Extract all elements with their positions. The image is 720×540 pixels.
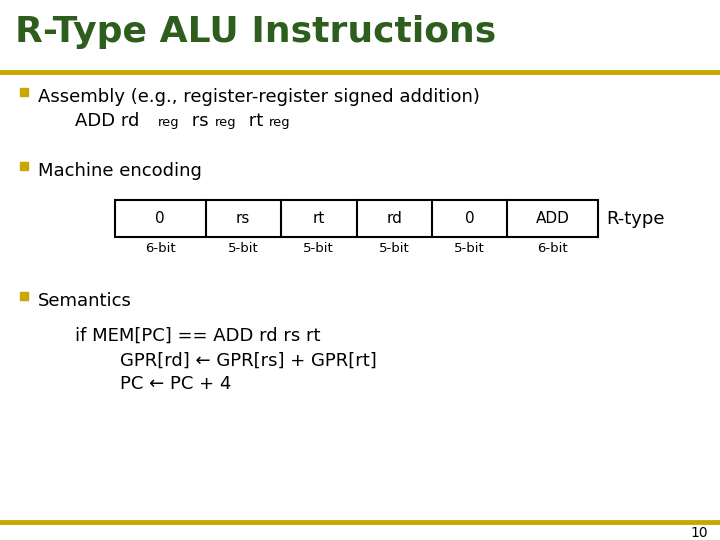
Text: reg: reg bbox=[215, 116, 236, 129]
Text: Machine encoding: Machine encoding bbox=[38, 162, 202, 180]
Text: ADD rd: ADD rd bbox=[75, 112, 140, 130]
Text: Assembly (e.g., register-register signed addition): Assembly (e.g., register-register signed… bbox=[38, 88, 480, 106]
Text: reg: reg bbox=[269, 116, 290, 129]
Text: 5-bit: 5-bit bbox=[379, 242, 410, 255]
Text: reg: reg bbox=[158, 116, 179, 129]
Text: rt: rt bbox=[243, 112, 263, 130]
Text: 6-bit: 6-bit bbox=[537, 242, 568, 255]
Text: 10: 10 bbox=[690, 526, 708, 540]
Bar bbox=[20, 161, 28, 170]
Text: GPR[rd] ← GPR[rs] + GPR[rt]: GPR[rd] ← GPR[rs] + GPR[rt] bbox=[120, 352, 377, 370]
Text: PC ← PC + 4: PC ← PC + 4 bbox=[120, 375, 231, 393]
Bar bbox=[115, 200, 598, 237]
Text: 5-bit: 5-bit bbox=[454, 242, 485, 255]
Text: rs: rs bbox=[236, 211, 251, 226]
Text: 6-bit: 6-bit bbox=[145, 242, 176, 255]
Text: 0: 0 bbox=[156, 211, 165, 226]
Text: rt: rt bbox=[312, 211, 325, 226]
Text: 0: 0 bbox=[465, 211, 474, 226]
Text: 5-bit: 5-bit bbox=[228, 242, 258, 255]
Text: R-Type ALU Instructions: R-Type ALU Instructions bbox=[15, 15, 496, 49]
Text: rd: rd bbox=[387, 211, 402, 226]
Text: rs: rs bbox=[186, 112, 208, 130]
Bar bbox=[20, 292, 28, 300]
Text: ADD: ADD bbox=[536, 211, 570, 226]
Text: if MEM[PC] == ADD rd rs rt: if MEM[PC] == ADD rd rs rt bbox=[75, 327, 320, 345]
Text: Semantics: Semantics bbox=[38, 292, 132, 310]
Bar bbox=[20, 87, 28, 96]
Text: R-type: R-type bbox=[606, 210, 665, 227]
Text: 5-bit: 5-bit bbox=[303, 242, 334, 255]
